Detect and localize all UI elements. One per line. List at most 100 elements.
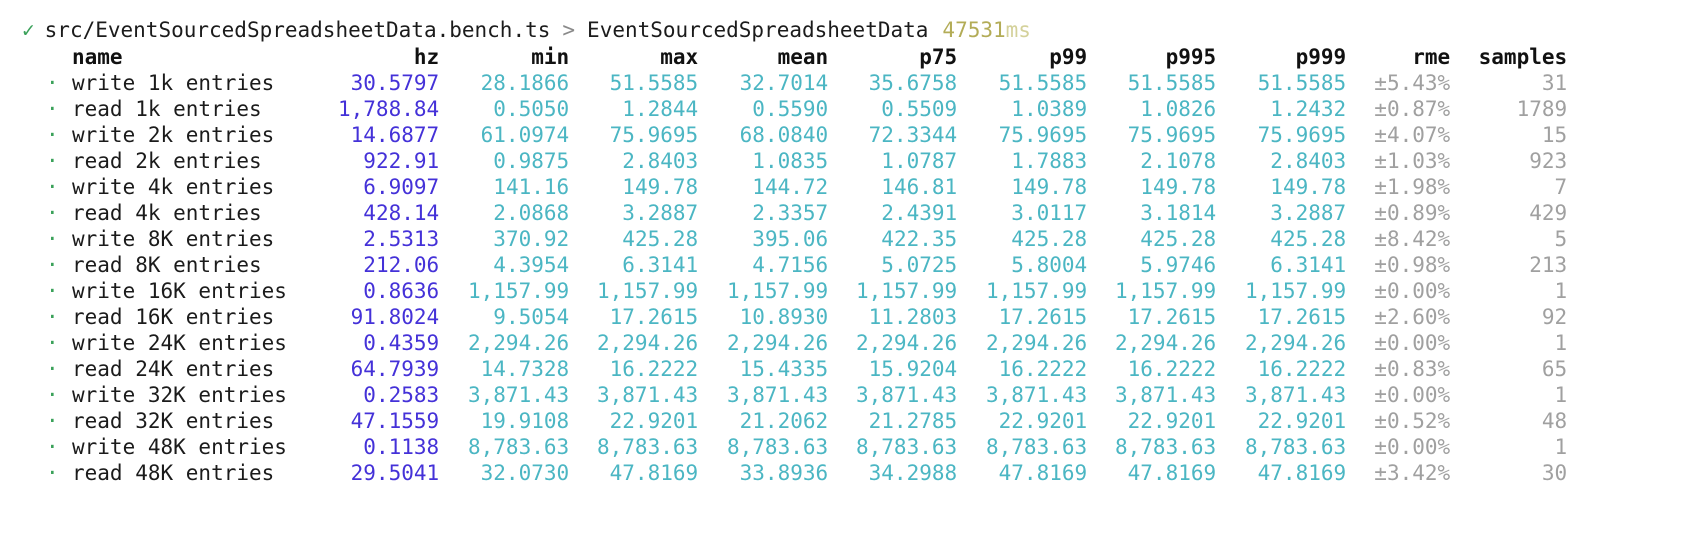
benchmark-name: read 4k entries — [72, 201, 262, 225]
column-header-mean: mean — [777, 45, 829, 69]
p999-cell: 47.8169 — [1257, 461, 1347, 485]
table-row: · write 24K entries 0.4359 2,294.26 2,294.26… — [46, 330, 1567, 356]
rme-cell: ±0.89% — [1374, 201, 1451, 225]
table-row: · write 8K entries 2.5313 370.92 425.28 395.0… — [46, 226, 1567, 252]
rme-cell: ±8.42% — [1374, 227, 1451, 251]
rme-cell: ±4.07% — [1374, 123, 1451, 147]
min-cell: 8,783.63 — [468, 435, 570, 459]
p75-cell: 146.81 — [881, 175, 958, 199]
hz-cell: 428.14 — [363, 201, 440, 225]
mean-cell: 144.72 — [752, 175, 829, 199]
table-header-row: name hz min max mean p75 p99 p995 p999 r… — [46, 44, 1567, 70]
mean-cell: 21.2062 — [739, 409, 829, 433]
p99-cell: 47.8169 — [998, 461, 1088, 485]
column-header-max: max — [660, 45, 699, 69]
benchmark-name-cell: · read 8K entries — [46, 252, 338, 278]
hz-cell: 14.6877 — [350, 123, 440, 147]
benchmark-name-cell: · read 1k entries — [46, 96, 338, 122]
max-cell: 2.8403 — [622, 149, 699, 173]
p999-cell: 8,783.63 — [1245, 435, 1347, 459]
mean-cell: 1.0835 — [752, 149, 829, 173]
suite-path: src/EventSourcedSpreadsheetData.bench.ts — [44, 18, 551, 42]
benchmark-name: read 2k entries — [72, 149, 262, 173]
benchmark-name: read 1k entries — [72, 97, 262, 121]
mean-cell: 33.8936 — [739, 461, 829, 485]
mean-cell: 1,157.99 — [727, 279, 829, 303]
samples-cell: 1 — [1554, 331, 1568, 355]
samples-cell: 30 — [1541, 461, 1568, 485]
suite-duration: 47531ms — [942, 18, 1031, 42]
column-header-p995: p995 — [1165, 45, 1217, 69]
mean-cell: 4.7156 — [752, 253, 829, 277]
benchmark-name: write 32K entries — [72, 383, 287, 407]
rme-cell: ±1.03% — [1374, 149, 1451, 173]
mean-cell: 395.06 — [752, 227, 829, 251]
samples-cell: 1 — [1554, 279, 1568, 303]
bullet-icon: · — [46, 97, 59, 121]
benchmark-name-cell: · write 2k entries — [46, 122, 338, 148]
p75-cell: 8,783.63 — [856, 435, 958, 459]
rme-cell: ±0.98% — [1374, 253, 1451, 277]
rme-cell: ±5.43% — [1374, 71, 1451, 95]
column-header-p99: p99 — [1049, 45, 1088, 69]
benchmark-name: write 24K entries — [72, 331, 287, 355]
samples-cell: 429 — [1529, 201, 1568, 225]
max-cell: 3,871.43 — [597, 383, 699, 407]
p75-cell: 3,871.43 — [856, 383, 958, 407]
hz-cell: 64.7939 — [350, 357, 440, 381]
min-cell: 2.0868 — [493, 201, 570, 225]
table-row: · write 48K entries 0.1138 8,783.63 8,783.63… — [46, 434, 1567, 460]
p999-cell: 425.28 — [1270, 227, 1347, 251]
p75-cell: 1,157.99 — [856, 279, 958, 303]
column-header-p999: p999 — [1295, 45, 1347, 69]
p999-cell: 3.2887 — [1270, 201, 1347, 225]
suite-name: EventSourcedSpreadsheetData — [587, 18, 929, 42]
p75-cell: 72.3344 — [868, 123, 958, 147]
max-cell: 16.2222 — [609, 357, 699, 381]
benchmark-name: read 48K entries — [72, 461, 275, 485]
min-cell: 14.7328 — [480, 357, 570, 381]
p995-cell: 16.2222 — [1127, 357, 1217, 381]
p99-cell: 3.0117 — [1011, 201, 1088, 225]
rme-cell: ±0.83% — [1374, 357, 1451, 381]
mean-cell: 2.3357 — [752, 201, 829, 225]
hz-cell: 6.9097 — [363, 175, 440, 199]
column-header-name: name — [72, 45, 123, 69]
bullet-icon: · — [46, 227, 59, 251]
benchmark-name-cell: · read 2k entries — [46, 148, 338, 174]
min-cell: 370.92 — [493, 227, 570, 251]
p999-cell: 6.3141 — [1270, 253, 1347, 277]
p995-cell: 17.2615 — [1127, 305, 1217, 329]
p995-cell: 3.1814 — [1140, 201, 1217, 225]
rme-cell: ±0.87% — [1374, 97, 1451, 121]
p995-cell: 3,871.43 — [1115, 383, 1217, 407]
rme-cell: ±3.42% — [1374, 461, 1451, 485]
p999-cell: 51.5585 — [1257, 71, 1347, 95]
samples-cell: 923 — [1529, 149, 1568, 173]
benchmark-name: write 48K entries — [72, 435, 287, 459]
max-cell: 425.28 — [622, 227, 699, 251]
samples-cell: 1 — [1554, 383, 1568, 407]
hz-cell: 91.8024 — [350, 305, 440, 329]
p75-cell: 35.6758 — [868, 71, 958, 95]
bullet-icon: · — [46, 201, 59, 225]
max-cell: 2,294.26 — [597, 331, 699, 355]
max-cell: 3.2887 — [622, 201, 699, 225]
bullet-icon: · — [46, 383, 59, 407]
p995-cell: 22.9201 — [1127, 409, 1217, 433]
p999-cell: 3,871.43 — [1245, 383, 1347, 407]
hz-cell: 922.91 — [363, 149, 440, 173]
rme-cell: ±0.00% — [1374, 279, 1451, 303]
p99-cell: 149.78 — [1011, 175, 1088, 199]
p999-cell: 75.9695 — [1257, 123, 1347, 147]
benchmark-name-cell: · write 16K entries — [46, 278, 338, 304]
p99-cell: 1,157.99 — [986, 279, 1088, 303]
bullet-icon: · — [46, 305, 59, 329]
p999-cell: 2,294.26 — [1245, 331, 1347, 355]
benchmark-name-cell: · write 48K entries — [46, 434, 338, 460]
bullet-icon: · — [46, 435, 59, 459]
table-row: · read 2k entries 922.91 0.9875 2.8403 1.0835… — [46, 148, 1567, 174]
table-row: · read 8K entries 212.06 4.3954 6.3141 4.7156… — [46, 252, 1567, 278]
breadcrumb-separator: > — [562, 18, 576, 42]
samples-cell: 31 — [1541, 71, 1568, 95]
